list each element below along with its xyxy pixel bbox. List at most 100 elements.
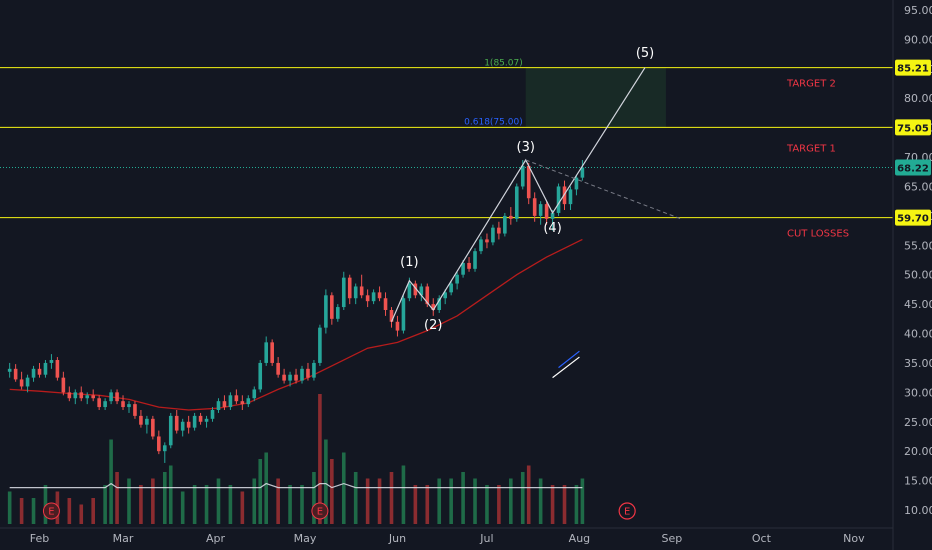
volume-bar: [91, 498, 95, 524]
candle-body: [330, 295, 334, 319]
candle-body: [240, 401, 245, 405]
volume-bar: [473, 478, 477, 524]
small-trend-line-blue[interactable]: [558, 350, 580, 369]
candle-body: [103, 401, 107, 408]
wave-label: (5): [636, 46, 654, 61]
price-tick-label: 90.00: [904, 33, 932, 46]
price-badge: [895, 209, 931, 226]
candle-body: [192, 415, 197, 428]
elliott-wave-line[interactable]: [390, 67, 646, 323]
candle-body: [49, 360, 54, 363]
volume-bars: [7, 394, 585, 524]
price-tick-label: 80.00: [904, 92, 932, 105]
earnings-marker[interactable]: [42, 502, 60, 520]
volume-average-line: [9, 482, 583, 489]
volume-bar: [485, 485, 489, 524]
volume-bar: [526, 465, 531, 524]
price-tick-label: 20.00: [904, 445, 932, 458]
candle-body: [455, 274, 459, 284]
price-axis[interactable]: 95.0090.0085.0080.0075.0070.0065.0060.00…: [892, 0, 932, 550]
candle-body: [228, 395, 233, 408]
candle-body: [216, 401, 221, 410]
volume-bar: [115, 472, 119, 524]
earnings-marker[interactable]: [311, 502, 329, 520]
level-label: TARGET 2: [786, 79, 836, 90]
candle-body: [115, 392, 119, 402]
volume-bar: [538, 478, 543, 524]
candle-body: [365, 295, 370, 302]
candle-body: [37, 368, 42, 375]
small-trend-line[interactable]: [552, 356, 580, 379]
wave-label: (3): [517, 140, 535, 155]
volume-bar: [180, 491, 185, 524]
fib-label: 0.618(75.00): [464, 118, 523, 128]
price-tick-label: 40.00: [904, 328, 932, 341]
level-lines[interactable]: [0, 67, 893, 219]
volume-bar: [151, 478, 155, 524]
time-axis[interactable]: Feb Mar Apr May Jun Jul Aug Sep Oct Nov: [0, 527, 893, 545]
wave-lines[interactable]: [390, 67, 682, 379]
time-tick-label: Feb: [30, 532, 49, 545]
volume-bar: [258, 459, 263, 524]
candle-body: [550, 212, 555, 219]
volume-bar: [580, 478, 585, 524]
candle-body: [318, 327, 322, 363]
candle-body: [174, 415, 179, 431]
volume-bar: [7, 491, 12, 524]
candle-body: [180, 421, 185, 431]
price-badge-label: 68.22: [897, 164, 929, 175]
volume-bar: [562, 485, 567, 524]
candle-body: [538, 204, 543, 216]
candle-body: [43, 362, 48, 375]
candle-body: [204, 418, 209, 422]
volume-bar: [413, 485, 418, 524]
candle-body: [61, 377, 66, 393]
candle-body: [580, 167, 585, 178]
volume-bar: [192, 485, 197, 524]
candle-body: [13, 368, 18, 380]
candle-body: [258, 362, 263, 390]
candle-body: [282, 374, 286, 381]
volume-bar: [574, 485, 579, 524]
candle-body: [97, 398, 101, 408]
candle-body: [562, 186, 567, 205]
candle-body: [574, 177, 579, 190]
volume-bar: [300, 485, 304, 524]
candle-body: [91, 395, 95, 399]
candle-body: [19, 379, 24, 387]
volume-bar: [318, 394, 322, 524]
candle-body: [491, 227, 495, 243]
candle-body: [324, 295, 328, 328]
candle-body: [556, 186, 561, 213]
candle-body: [246, 398, 251, 405]
time-tick-label: May: [294, 532, 317, 545]
candle-body: [139, 415, 143, 425]
candle-body: [377, 292, 382, 299]
volume-bar: [162, 472, 167, 524]
candle-body: [425, 286, 430, 305]
candle-body: [544, 204, 549, 219]
candle-body: [449, 283, 453, 293]
volume-bar: [520, 472, 525, 524]
volume-bar: [43, 485, 48, 524]
level-label: TARGET 1: [786, 143, 836, 154]
candle-body: [383, 298, 388, 310]
price-tick-label: 55.00: [904, 239, 932, 252]
candle-body: [431, 304, 436, 310]
time-tick-label: Jun: [388, 532, 406, 545]
candle-body: [479, 239, 483, 252]
volume-bar: [228, 485, 233, 524]
volume-bar: [168, 465, 173, 524]
price-badge: [895, 159, 931, 176]
earnings-marker[interactable]: [618, 502, 636, 520]
price-tick-label: 10.00: [904, 504, 932, 517]
candle-body: [73, 392, 78, 399]
earnings-marker-label: E: [317, 507, 323, 518]
price-badge: [895, 59, 931, 76]
candle-body: [222, 401, 227, 408]
candle-body: [151, 418, 155, 437]
candle-body: [509, 215, 513, 219]
time-tick-label: Oct: [752, 532, 772, 545]
